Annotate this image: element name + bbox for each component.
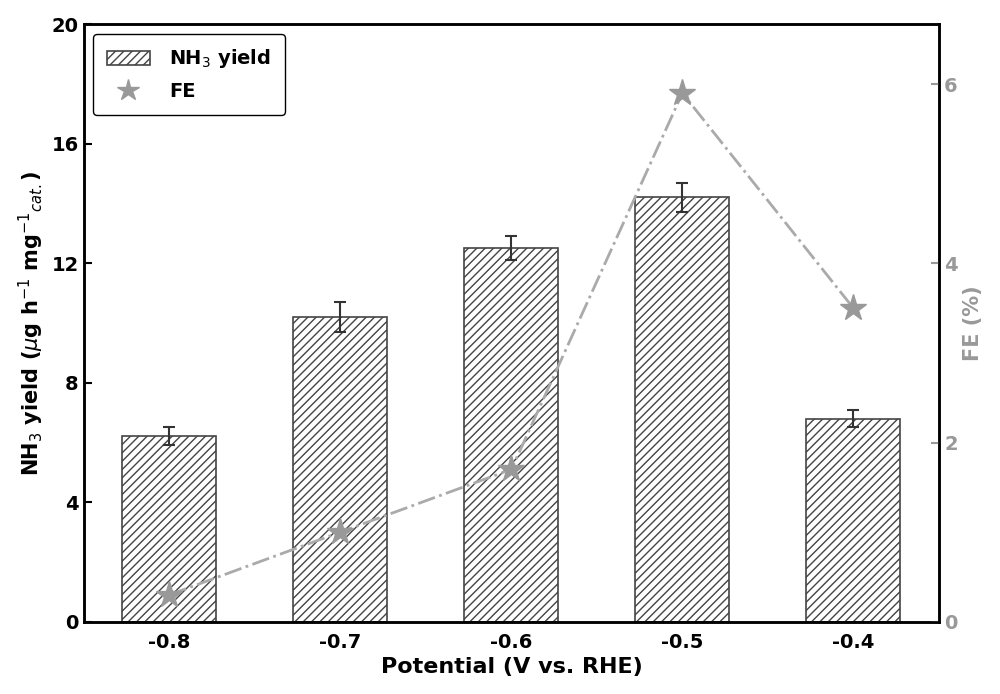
Bar: [806, 418, 900, 622]
Bar: [635, 197, 729, 622]
Y-axis label: NH$_3$ yield ($\mu$g h$^{-1}$ mg$^{-1}$$_{cat.}$): NH$_3$ yield ($\mu$g h$^{-1}$ mg$^{-1}$$…: [17, 170, 46, 475]
Bar: [464, 248, 558, 622]
X-axis label: Potential (V vs. RHE): Potential (V vs. RHE): [381, 657, 642, 677]
Legend: NH$_3$ yield, FE: NH$_3$ yield, FE: [93, 34, 285, 115]
Bar: [122, 437, 216, 622]
Y-axis label: FE (%): FE (%): [963, 285, 983, 361]
Bar: [293, 317, 387, 622]
